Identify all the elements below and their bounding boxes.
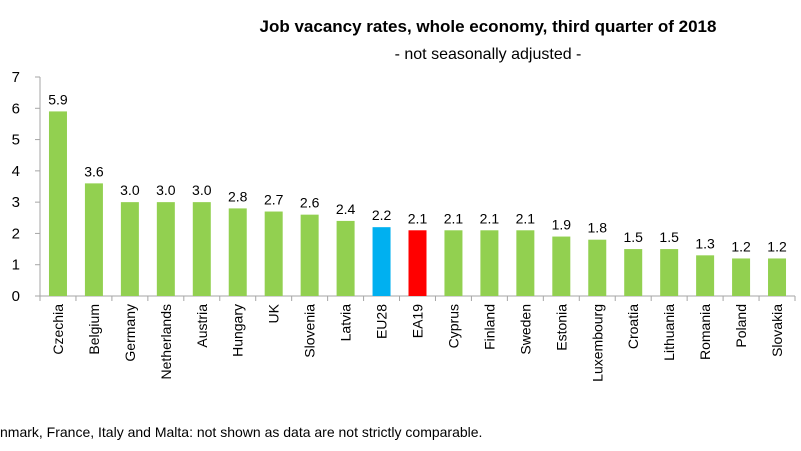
data-label-romania: 1.3 [695, 235, 715, 251]
category-label-cyprus: Cyprus [445, 304, 461, 348]
data-label-estonia: 1.9 [552, 217, 572, 233]
data-label-austria: 3.0 [192, 182, 212, 198]
bar-uk [264, 211, 283, 296]
category-label-romania: Romania [697, 304, 713, 360]
data-label-hungary: 2.8 [228, 188, 248, 204]
bar-slovenia [300, 214, 319, 296]
category-label-hungary: Hungary [230, 304, 246, 357]
bar-finland [480, 230, 499, 296]
category-label-estonia: Estonia [553, 304, 569, 351]
chart-subtitle: - not seasonally adjusted - [395, 46, 582, 63]
bar-lithuania [660, 249, 679, 296]
y-tick-label: 2 [12, 225, 20, 242]
category-label-slovakia: Slovakia [769, 304, 785, 357]
y-tick-label: 3 [12, 194, 20, 211]
bar-netherlands [156, 202, 175, 296]
data-label-luxembourg: 1.8 [588, 220, 608, 236]
data-label-uk: 2.7 [264, 192, 284, 208]
category-label-lithuania: Lithuania [661, 304, 677, 361]
data-label-ea19: 2.1 [408, 210, 428, 226]
data-labels: 5.9 3.6 3.0 3.0 3.0 2.8 2.7 2.6 2.4 2.2 2.1 2.1 2.1 2… [48, 91, 787, 254]
category-label-croatia: Croatia [625, 304, 641, 349]
bar-estonia [552, 236, 571, 296]
bar-ea19 [408, 230, 427, 296]
bar-cyprus [444, 230, 463, 296]
bar-slovakia [768, 258, 787, 296]
data-label-croatia: 1.5 [623, 229, 643, 245]
bar-czechia [48, 111, 67, 297]
data-label-cyprus: 2.1 [444, 210, 464, 226]
y-tick-label: 7 [12, 69, 20, 86]
data-label-latvia: 2.4 [336, 201, 356, 217]
bar-germany [120, 202, 139, 296]
bar-sweden [516, 230, 535, 296]
category-label-latvia: Latvia [338, 304, 354, 342]
data-label-netherlands: 3.0 [156, 182, 176, 198]
category-label-sweden: Sweden [517, 304, 533, 355]
bar-croatia [624, 249, 643, 296]
data-label-belgium: 3.6 [84, 163, 104, 179]
data-label-sweden: 2.1 [516, 210, 536, 226]
bar-hungary [228, 208, 247, 296]
bar-luxembourg [588, 239, 607, 296]
category-labels: Czechia Belgium Germany Netherlands Austria H… [50, 303, 785, 381]
y-tick-label: 5 [12, 132, 20, 149]
data-label-eu28: 2.2 [372, 207, 392, 223]
data-label-slovenia: 2.6 [300, 195, 320, 211]
category-label-belgium: Belgium [86, 304, 102, 355]
category-label-germany: Germany [122, 304, 138, 362]
category-label-luxembourg: Luxembourg [589, 304, 605, 382]
category-label-finland: Finland [481, 304, 497, 350]
chart-title: Job vacancy rates, whole economy, third … [260, 17, 717, 36]
bar-belgium [84, 183, 103, 296]
bars [48, 111, 787, 297]
category-label-slovenia: Slovenia [302, 304, 318, 358]
bar-poland [732, 258, 751, 296]
footnote: nmark, France, Italy and Malta: not show… [0, 424, 482, 440]
category-label-eu28: EU28 [374, 304, 390, 339]
y-tick-label: 6 [12, 100, 20, 117]
category-label-netherlands: Netherlands [158, 304, 174, 380]
y-tick-label: 1 [12, 257, 20, 274]
category-label-ea19: EA19 [410, 304, 426, 338]
data-label-germany: 3.0 [120, 182, 140, 198]
bar-eu28 [372, 227, 391, 296]
data-label-lithuania: 1.5 [659, 229, 679, 245]
y-tick-label: 0 [12, 288, 20, 305]
data-label-finland: 2.1 [480, 210, 500, 226]
bar-latvia [336, 220, 355, 296]
category-label-poland: Poland [733, 304, 749, 348]
data-label-slovakia: 1.2 [767, 238, 787, 254]
category-label-austria: Austria [194, 304, 210, 348]
bar-romania [696, 255, 715, 296]
category-label-czechia: Czechia [50, 304, 66, 355]
bar-austria [192, 202, 211, 296]
category-label-uk: UK [266, 303, 282, 323]
data-label-poland: 1.2 [731, 238, 751, 254]
data-label-czechia: 5.9 [48, 91, 68, 107]
y-tick-label: 4 [12, 163, 20, 180]
